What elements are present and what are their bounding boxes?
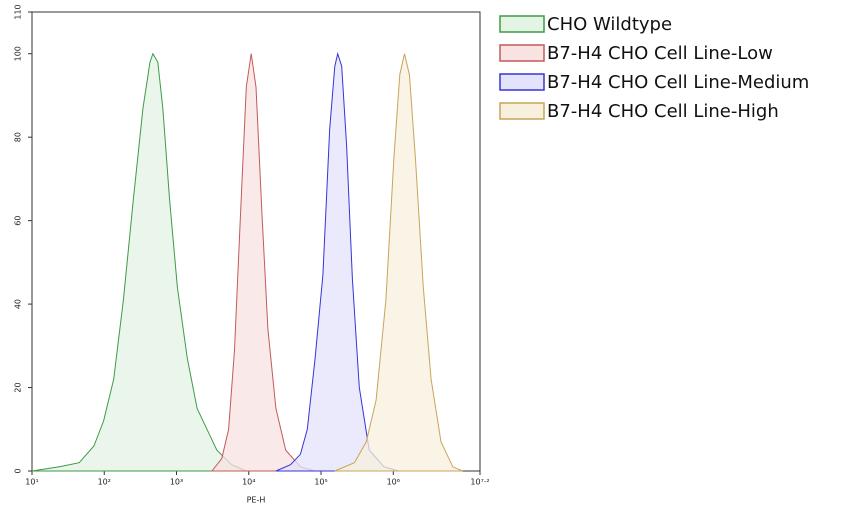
histogram-area — [31, 52, 247, 472]
legend-swatch — [499, 44, 545, 62]
histogram-area — [334, 53, 463, 472]
x-axis-label: PE-H — [247, 496, 266, 505]
y-tick-label: 40 — [14, 299, 23, 309]
y-tick-label: 20 — [14, 382, 23, 392]
legend-label: B7-H4 CHO Cell Line-Low — [547, 43, 773, 64]
legend-label: CHO Wildtype — [547, 14, 672, 35]
y-tick-label: 110 — [14, 4, 23, 19]
x-tick-label: 10¹ — [25, 478, 38, 487]
x-tick-label: 10² — [98, 478, 111, 487]
x-tick-label: 10⁶ — [387, 478, 400, 487]
y-tick-label: 100 — [14, 46, 23, 61]
x-tick-label: 10³ — [170, 478, 183, 487]
y-tick-label: 0 — [14, 468, 23, 473]
x-tick-label: 10⁴ — [242, 478, 255, 487]
legend-swatch — [499, 73, 545, 91]
legend-label: B7-H4 CHO Cell Line-Medium — [547, 72, 809, 93]
y-tick-label: 60 — [14, 216, 23, 226]
x-tick-label: 10⁵ — [314, 478, 327, 487]
histogram-area — [210, 53, 316, 472]
legend-swatch — [499, 102, 545, 120]
legend-label: B7-H4 CHO Cell Line-High — [547, 101, 779, 122]
legend-swatch — [499, 15, 545, 33]
x-tick-label: 10⁷·² — [470, 478, 489, 487]
y-tick-label: 80 — [14, 132, 23, 142]
